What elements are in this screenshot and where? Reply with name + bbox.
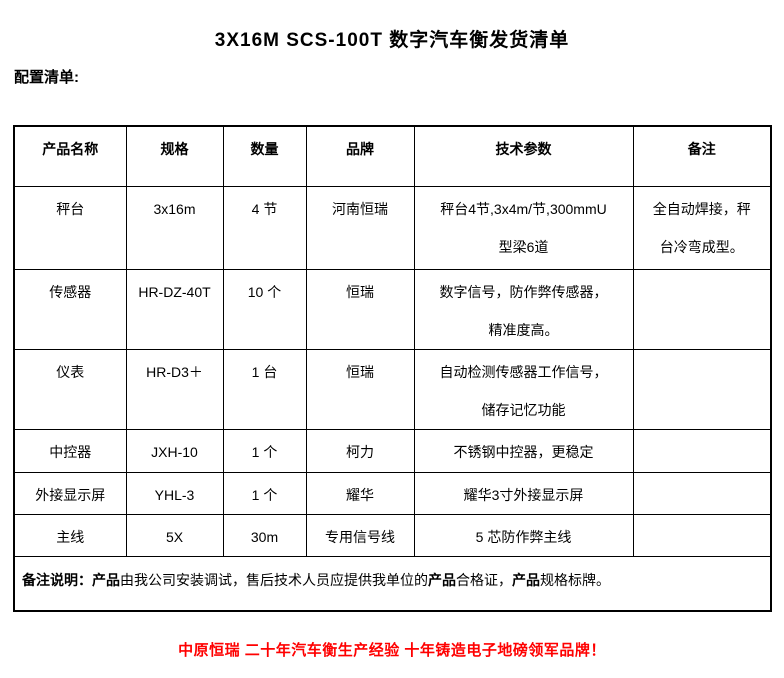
cell-spec: JXH-10 bbox=[125, 428, 224, 473]
cell-quantity: 1 个 bbox=[222, 471, 307, 515]
column-header-quantity: 数量 bbox=[222, 125, 307, 187]
document-page: { "title": "3X16M SCS-100T 数字汽车衡发货清单", "… bbox=[0, 25, 784, 678]
column-header-tech-params: 技术参数 bbox=[413, 125, 634, 187]
cell-brand: 专用信号线 bbox=[305, 513, 415, 557]
cell-product-name: 秤台 bbox=[13, 185, 127, 270]
table-header-row: 产品名称 规格 数量 品牌 技术参数 备注 bbox=[13, 125, 772, 187]
column-header-spec: 规格 bbox=[125, 125, 224, 187]
cell-tech-params: 5 芯防作弊主线 bbox=[413, 513, 634, 557]
remarks-segment: 产品 bbox=[512, 571, 540, 588]
cell-tech-params: 自动检测传感器工作信号，储存记忆功能 bbox=[413, 348, 634, 430]
cell-remark bbox=[632, 268, 772, 350]
table-row: 主线 5X 30m 专用信号线 5 芯防作弊主线 bbox=[13, 513, 772, 557]
remarks-segment: 合格证， bbox=[456, 571, 512, 588]
remarks-text: 备注说明：产品由我公司安装调试，售后技术人员应提供我单位的产品合格证，产品规格标… bbox=[13, 555, 772, 612]
cell-product-name: 主线 bbox=[13, 513, 127, 557]
cell-tech-params: 耀华3寸外接显示屏 bbox=[413, 471, 634, 515]
column-header-brand: 品牌 bbox=[305, 125, 415, 187]
cell-spec: YHL-3 bbox=[125, 471, 224, 515]
cell-remark bbox=[632, 513, 772, 557]
section-label: 配置清单: bbox=[14, 69, 79, 86]
table-row: 中控器 JXH-10 1 个 柯力 不锈钢中控器，更稳定 bbox=[13, 428, 772, 473]
table-row: 仪表 HR-D3＋ 1 台 恒瑞 自动检测传感器工作信号，储存记忆功能 bbox=[13, 348, 772, 430]
cell-remark bbox=[632, 348, 772, 430]
cell-spec: HR-DZ-40T bbox=[125, 268, 224, 350]
cell-product-name: 外接显示屏 bbox=[13, 471, 127, 515]
cell-quantity: 1 个 bbox=[222, 428, 307, 473]
remarks-segment: 规格标牌。 bbox=[540, 571, 610, 588]
cell-brand: 耀华 bbox=[305, 471, 415, 515]
table-row: 秤台 3x16m 4 节 河南恒瑞 秤台4节,3x4m/节,300mmU型梁6道… bbox=[13, 185, 772, 270]
remarks-segment: 产品 bbox=[428, 571, 456, 588]
remarks-segment: 产品 bbox=[92, 571, 120, 588]
cell-brand: 柯力 bbox=[305, 428, 415, 473]
cell-quantity: 1 台 bbox=[222, 348, 307, 430]
cell-quantity: 4 节 bbox=[222, 185, 307, 270]
cell-tech-params: 秤台4节,3x4m/节,300mmU型梁6道 bbox=[413, 185, 634, 270]
page-title: 3X16M SCS-100T 数字汽车衡发货清单 bbox=[214, 30, 570, 51]
remarks-label: 备注说明： bbox=[22, 571, 92, 588]
column-header-product-name: 产品名称 bbox=[13, 125, 127, 187]
cell-quantity: 10 个 bbox=[222, 268, 307, 350]
cell-brand: 河南恒瑞 bbox=[305, 185, 415, 270]
table-row: 传感器 HR-DZ-40T 10 个 恒瑞 数字信号，防作弊传感器，精准度高。 bbox=[13, 268, 772, 350]
column-header-remark: 备注 bbox=[632, 125, 772, 187]
cell-spec: HR-D3＋ bbox=[125, 348, 224, 430]
cell-product-name: 仪表 bbox=[13, 348, 127, 430]
packing-list-table: 产品名称 规格 数量 品牌 技术参数 备注 秤台 3x16m 4 节 河南恒瑞 … bbox=[13, 125, 772, 612]
cell-brand: 恒瑞 bbox=[305, 348, 415, 430]
remarks-row: 备注说明：产品由我公司安装调试，售后技术人员应提供我单位的产品合格证，产品规格标… bbox=[13, 555, 772, 612]
cell-spec: 3x16m bbox=[125, 185, 224, 270]
brand-slogan: 中原恒瑞 二十年汽车衡生产经验 十年铸造电子地磅领军品牌！ bbox=[178, 642, 606, 659]
remarks-segment: 由我公司安装调试，售后技术人员应提供我单位的 bbox=[120, 571, 428, 588]
cell-brand: 恒瑞 bbox=[305, 268, 415, 350]
cell-spec: 5X bbox=[125, 513, 224, 557]
cell-remark bbox=[632, 428, 772, 473]
cell-remark bbox=[632, 471, 772, 515]
cell-tech-params: 数字信号，防作弊传感器，精准度高。 bbox=[413, 268, 634, 350]
cell-tech-params: 不锈钢中控器，更稳定 bbox=[413, 428, 634, 473]
cell-remark: 全自动焊接，秤台冷弯成型。 bbox=[632, 185, 772, 270]
table-row: 外接显示屏 YHL-3 1 个 耀华 耀华3寸外接显示屏 bbox=[13, 471, 772, 515]
cell-product-name: 中控器 bbox=[13, 428, 127, 473]
cell-quantity: 30m bbox=[222, 513, 307, 557]
cell-product-name: 传感器 bbox=[13, 268, 127, 350]
